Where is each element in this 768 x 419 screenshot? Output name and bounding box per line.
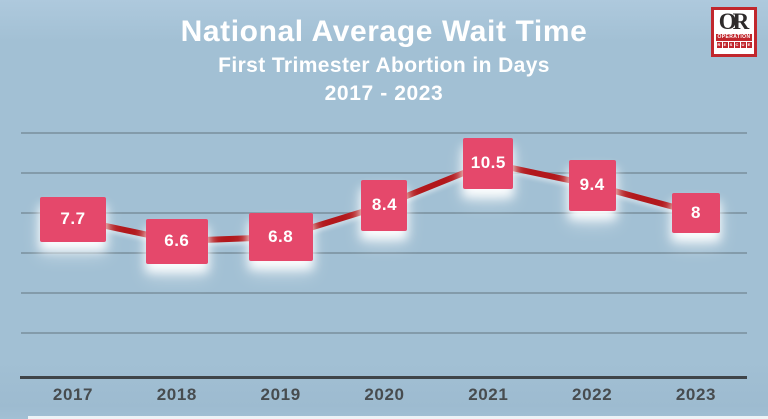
logo-rescue-letter: E bbox=[722, 41, 728, 48]
gridline-12 bbox=[21, 132, 747, 134]
data-label-2019: 6.8 bbox=[248, 213, 313, 261]
data-label-2017: 7.7 bbox=[40, 196, 106, 242]
gridline-2 bbox=[21, 332, 747, 334]
chart-header: National Average Wait Time First Trimest… bbox=[0, 0, 768, 106]
logo-rescue-letter: E bbox=[746, 41, 752, 48]
chart-title: National Average Wait Time bbox=[180, 15, 588, 48]
data-label-2020: 8.4 bbox=[361, 179, 408, 231]
data-label-2021: 10.5 bbox=[463, 137, 514, 189]
x-tick-2022: 2022 bbox=[572, 385, 613, 404]
logo-face-silhouette-icon bbox=[724, 18, 731, 27]
bottom-edge-strip bbox=[28, 416, 768, 419]
chart-subtitle: First Trimester Abortion in Days bbox=[218, 54, 550, 77]
x-tick-2023: 2023 bbox=[675, 385, 717, 404]
chart-date-range: 2017 - 2023 bbox=[324, 82, 444, 105]
x-axis-line bbox=[20, 376, 747, 379]
logo-rescue-letter: C bbox=[734, 41, 740, 48]
x-tick-2019: 2019 bbox=[260, 385, 301, 404]
logo-rescue-letter: U bbox=[740, 41, 746, 48]
logo-rescue-letter: R bbox=[716, 41, 722, 48]
logo-monogram: OR bbox=[718, 9, 749, 34]
x-tick-2021: 2021 bbox=[468, 385, 509, 404]
logo-monogram-text: OR bbox=[718, 9, 749, 34]
x-tick-2018: 2018 bbox=[156, 385, 197, 404]
gridline-4 bbox=[21, 292, 747, 294]
gridline-6 bbox=[21, 252, 747, 254]
gridline-10 bbox=[21, 172, 747, 174]
data-label-2018: 6.6 bbox=[145, 218, 208, 264]
logo-operation-label: OPERATION bbox=[715, 33, 753, 41]
data-label-2023: 8 bbox=[671, 193, 720, 233]
x-tick-2020: 2020 bbox=[364, 385, 405, 404]
logo-rescue-letter: S bbox=[728, 41, 734, 48]
x-tick-2017: 2017 bbox=[52, 385, 94, 404]
data-label-2022: 9.4 bbox=[568, 159, 616, 211]
